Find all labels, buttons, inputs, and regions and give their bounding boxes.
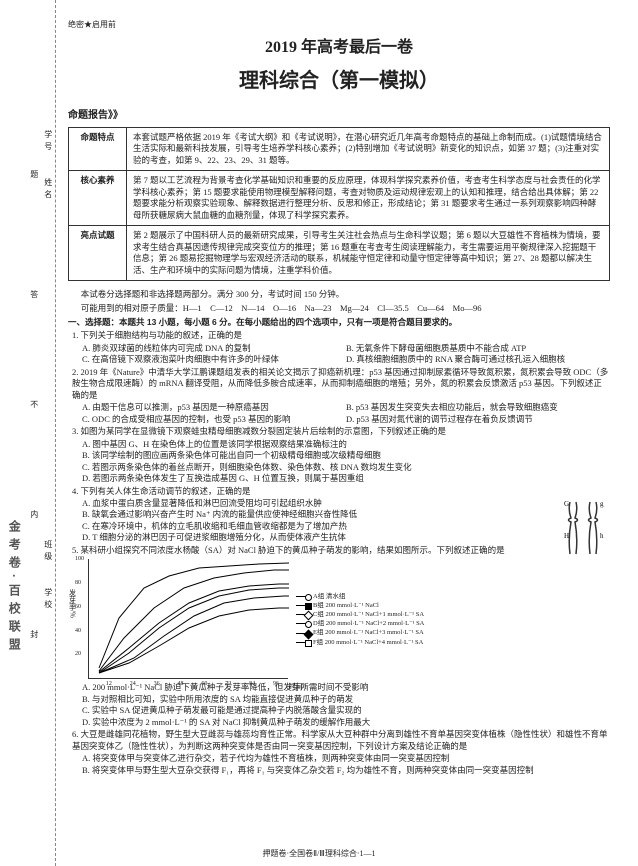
legend-item: D组 200 mmol·L⁻¹ NaCl+2 mmol·L⁻¹ SA <box>313 619 424 628</box>
row-text: 第 7 题以工艺流程为背景考查化学基础知识和重要的反应原理，体现科学探究素养价值… <box>127 171 610 226</box>
opt-c: C. 在寒冷环境中，机体的立毛肌收缩和毛细血管收缩都是为了增加产热 <box>82 521 610 532</box>
opt-a: A. 血浆中蛋白质含量显著降低和淋巴回流受阻均可引起组织水肿 <box>82 498 610 509</box>
binding-sidebar: 学号 姓名 班级 学校 题 答 不 内 封 金考卷·百校联盟 <box>0 0 56 866</box>
opt-c: C. 实验中 SA 促进黄瓜种子萌发最可能是通过提高种子内脱落酸含量实现的 <box>82 705 610 716</box>
row-label: 命题特点 <box>69 127 127 170</box>
chromosome-figure: G g H h <box>562 498 606 558</box>
q6-stem: 6. 大豆是雌雄同花植物，野生型大豆雌蕊与雄蕊均育性正常。科学家从大豆种群中分离… <box>72 729 610 752</box>
sidebar-outer-top: 学号 姓名 <box>42 130 53 202</box>
q5-chart: 发芽率/% 时间/h 20 40 60 80 100 12 24 36 48 6… <box>88 559 610 679</box>
xtick: 48 <box>178 680 184 688</box>
section-1-title: 一、选择题：本题共 13 小题，每小题 6 分。在每小题给出的四个选项中，只有一… <box>68 317 610 328</box>
legend-item: A组 清水组 <box>313 592 345 601</box>
opt-b: B. 与对照相比可知，实验中所用浓度的 SA 均能直接促进黄瓜种子的萌发 <box>82 694 610 705</box>
legend-item: B组 200 mmol·L⁻¹ NaCl <box>313 601 379 610</box>
main-title: 2019 年高考最后一卷 <box>68 37 610 59</box>
sidebar-outer-bot: 班级 学校 <box>42 540 53 612</box>
opt-a: A. 将突变体甲与突变体乙进行杂交，若子代均为雄性不育植株，则两种突变体由同一突… <box>82 753 610 764</box>
opt-b: B. 无氧条件下酵母菌细胞质基质中不能合成 ATP <box>346 343 610 354</box>
legend-item: C组 200 mmol·L⁻¹ NaCl+1 mmol·L⁻¹ SA <box>313 610 424 619</box>
seal-char: 内 <box>28 510 39 524</box>
confidential-label: 绝密★启用前 <box>68 20 610 31</box>
opt-d: D. T 细胞分泌的淋巴因子可促进浆细胞增殖分化，从而使体液产生抗体 <box>82 532 610 543</box>
xtick: 96 <box>273 680 279 688</box>
seal-char: 封 <box>28 630 39 644</box>
legend-item: F组 200 mmol·L⁻¹ NaCl+4 mmol·L⁻¹ SA <box>313 638 423 647</box>
opt-a: A. 肺炎双球菌的线粒体内可完成 DNA 的复制 <box>82 343 346 354</box>
opt-d: D. 若图示两条染色体发生了互换造成基因 G、H 位置互换，则属于基因重组 <box>82 473 610 484</box>
page-footer: 押题卷·全国卷Ⅱ/Ⅲ理科综合·1—1 <box>0 849 638 860</box>
chart-curves <box>89 558 289 678</box>
q2-options: A. 由题干信息可以推测，p53 基因是一种原癌基因B. p53 基因发生突变失… <box>82 402 610 425</box>
xtick: 24 <box>130 680 136 688</box>
q2-stem: 2. 2019 年《Nature》中清华大学江鹏课题组发表的相关论文揭示了抑癌新… <box>72 367 610 401</box>
ytick: 100 <box>75 555 84 563</box>
q5-stem: 5. 某科研小组探究不同浓度水杨酸（SA）对 NaCl 胁迫下的黄瓜种子萌发的影… <box>72 545 610 556</box>
brand-vertical: 金考卷·百校联盟 <box>6 520 22 656</box>
opt-a: A. 图中基因 G、H 在染色体上的位置是该同学根据观察结果准确标注的 <box>82 439 610 450</box>
seal-char: 不 <box>28 400 39 414</box>
opt-c: C. 在高倍镜下观察液泡菜叶肉细胞中有许多的叶绿体 <box>82 354 346 365</box>
row-text: 第 2 题展示了中国科研人员的最新研究成果，引导考生关注社会热点与生命科学议题；… <box>127 226 610 281</box>
opt-d: D. 真核细胞细胞质中的 RNA 聚合酶可通过核孔运入细胞核 <box>346 354 610 365</box>
sub-title: 理科综合（第一模拟） <box>68 68 610 95</box>
ytick: 20 <box>75 651 81 659</box>
ytick: 80 <box>75 579 81 587</box>
xtick: 60 <box>201 680 207 688</box>
q3-stem: 3. 如图为某同学在显微镜下观察蛙虫精母细胞减数分裂固定装片后绘制的示意图，下列… <box>72 426 610 437</box>
opt-a: A. 200 mmol·L⁻¹ NaCl 胁迫下黄瓜种子发芽率降低，但发芽所需时… <box>82 682 610 693</box>
legend-item: E组 200 mmol·L⁻¹ NaCl+3 mmol·L⁻¹ SA <box>313 628 424 637</box>
xtick: 12 <box>106 680 112 688</box>
row-label: 亮点试题 <box>69 226 127 281</box>
opt-c: C. ODC 的合成受相应基因的控制，也受 p53 基因的影响 <box>82 414 346 425</box>
opt-d: D. p53 基因对氮代谢的调节过程存在着负反馈调节 <box>346 414 610 425</box>
row-label: 核心素养 <box>69 171 127 226</box>
opt-b: B. 将突变体甲与野生型大豆杂交获得 F₁，再将 F₁ 与突变体乙杂交若 F₂ … <box>82 765 610 776</box>
seal-char: 题 <box>28 170 39 184</box>
atomic-masses: 可能用到的相对原子质量：H—1 C—12 N—14 O—16 Na—23 Mg—… <box>68 303 610 314</box>
report-table: 命题特点本套试题严格依据 2019 年《考试大纲》和《考试说明》，在潜心研究近几… <box>68 127 610 281</box>
opt-b: B. 缺氧会通过影响兴奋产生时 Na⁺ 内流的能量供应使神经细胞兴奋性降低 <box>82 509 610 520</box>
xtick: 36 <box>154 680 160 688</box>
ytick: 40 <box>75 627 81 635</box>
opt-c: C. 若图示两条染色体的着丝点断开，则细胞染色体数、染色体数、核 DNA 数均发… <box>82 462 610 473</box>
germination-chart: 发芽率/% 时间/h 20 40 60 80 100 12 24 36 48 6… <box>88 559 288 679</box>
opt-b: B. p53 基因发生突变失去相应功能后，就会导致细胞癌变 <box>346 402 610 413</box>
ytick: 60 <box>75 603 81 611</box>
xtick: 72 <box>225 680 231 688</box>
q4-stem: 4. 下列有关人体生命活动调节的叙述，正确的是 <box>72 486 610 497</box>
opt-d: D. 实验中浓度为 2 mmol·L⁻¹ 的 SA 对 NaCl 抑制黄瓜种子萌… <box>82 717 610 728</box>
q1-stem: 1. 下列关于细胞结构与功能的叙述，正确的是 <box>72 330 610 341</box>
opt-a: A. 由题干信息可以推测，p53 基因是一种原癌基因 <box>82 402 346 413</box>
chart-legend: A组 清水组 B组 200 mmol·L⁻¹ NaCl C组 200 mmol·… <box>296 592 424 647</box>
svg-text:h: h <box>600 532 604 540</box>
row-text: 本套试题严格依据 2019 年《考试大纲》和《考试说明》，在潜心研究近几年高考命… <box>127 127 610 170</box>
xtick: 84 <box>249 680 255 688</box>
svg-text:H: H <box>564 532 569 540</box>
seal-char: 答 <box>28 290 39 304</box>
svg-text:g: g <box>600 500 604 508</box>
opt-b: B. 该同学绘制的图应画两条染色体可能出自同一个初级精母细胞或次级精母细胞 <box>82 450 610 461</box>
q1-options: A. 肺炎双球菌的线粒体内可完成 DNA 的复制B. 无氧条件下酵母菌细胞质基质… <box>82 343 610 366</box>
exam-page: 学号 姓名 班级 学校 题 答 不 内 封 金考卷·百校联盟 绝密★启用前 20… <box>0 0 638 866</box>
report-heading: 命题报告》》 <box>68 109 610 123</box>
exam-intro: 本试卷分选择题和非选择题两部分。满分 300 分，考试时间 150 分钟。 <box>68 289 610 300</box>
svg-text:G: G <box>564 500 569 508</box>
x-axis-label: 时间/h <box>289 683 308 692</box>
